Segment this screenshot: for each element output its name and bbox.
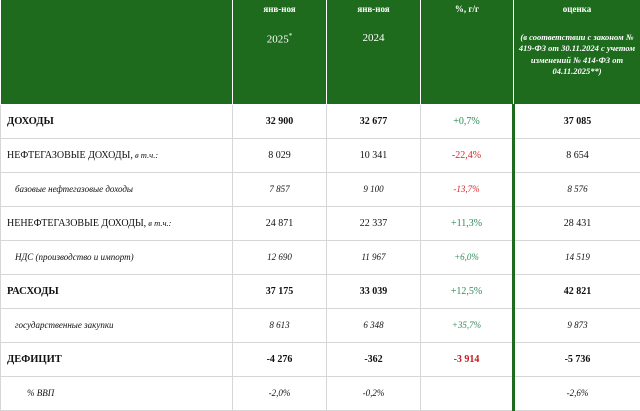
value-yoy: +12,5% xyxy=(421,274,514,308)
value-estimate: 28 431 xyxy=(514,206,640,240)
row-label: НЕНЕФТЕГАЗОВЫЕ ДОХОДЫ, xyxy=(7,218,146,229)
row-label-qualifier: в т.ч.: xyxy=(133,150,158,160)
row-label: базовые нефтегазовые доходы xyxy=(1,172,233,206)
value-estimate: 14 519 xyxy=(514,240,640,274)
value-2025: -2,0% xyxy=(233,376,327,410)
value-2024: 10 341 xyxy=(327,138,421,172)
row-label: ДЕФИЦИТ xyxy=(1,342,233,376)
value-yoy: +11,3% xyxy=(421,206,514,240)
value-yoy xyxy=(421,376,514,410)
value-yoy: +6,0% xyxy=(421,240,514,274)
table-row: % ВВП -2,0% -0,2% -2,6% xyxy=(1,376,640,410)
value-2025: 8 613 xyxy=(233,308,327,342)
row-label-cell: НЕФТЕГАЗОВЫЕ ДОХОДЫ, в т.ч.: xyxy=(1,138,233,172)
table-row: ДОХОДЫ 32 900 32 677 +0,7% 37 085 xyxy=(1,104,640,138)
row-label-qualifier: в т.ч.: xyxy=(146,218,171,228)
value-estimate: -2,6% xyxy=(514,376,640,410)
header-estimate-note: (в соответствии с законом № 419-ФЗ от 30… xyxy=(514,32,640,78)
header-yoy-label: %, г/г xyxy=(421,0,513,14)
table-row: РАСХОДЫ 37 175 33 039 +12,5% 42 821 xyxy=(1,274,640,308)
table-row: НЕНЕФТЕГАЗОВЫЕ ДОХОДЫ, в т.ч.: 24 871 22… xyxy=(1,206,640,240)
header-2025-footnote-mark: * xyxy=(289,32,293,40)
header-estimate-label: оценка xyxy=(514,0,640,14)
header-2024-period: янв-ноя xyxy=(327,0,420,14)
header-empty-cell xyxy=(1,0,233,104)
value-estimate: 9 873 xyxy=(514,308,640,342)
value-2025: 12 690 xyxy=(233,240,327,274)
table-row: НЕФТЕГАЗОВЫЕ ДОХОДЫ, в т.ч.: 8 029 10 34… xyxy=(1,138,640,172)
value-estimate: 8 654 xyxy=(514,138,640,172)
row-label: РАСХОДЫ xyxy=(1,274,233,308)
table-row: ДЕФИЦИТ -4 276 -362 -3 914 -5 736 xyxy=(1,342,640,376)
value-2024: 22 337 xyxy=(327,206,421,240)
header-yoy: %, г/г xyxy=(421,0,514,104)
row-label: ДОХОДЫ xyxy=(1,104,233,138)
value-2024: 33 039 xyxy=(327,274,421,308)
value-yoy: +0,7% xyxy=(421,104,514,138)
value-yoy: +35,7% xyxy=(421,308,514,342)
header-2025-period: янв-ноя xyxy=(233,0,326,14)
table-row: государственные закупки 8 613 6 348 +35,… xyxy=(1,308,640,342)
value-2024: 11 967 xyxy=(327,240,421,274)
header-2025: янв-ноя 2025* xyxy=(233,0,327,104)
value-2025: 7 857 xyxy=(233,172,327,206)
value-2024: -0,2% xyxy=(327,376,421,410)
header-row: янв-ноя 2025* янв-ноя 2024 %, г/г оценка… xyxy=(1,0,640,104)
row-label-cell: НЕНЕФТЕГАЗОВЫЕ ДОХОДЫ, в т.ч.: xyxy=(1,206,233,240)
header-2025-year: 2025 xyxy=(267,34,289,46)
value-yoy: -3 914 xyxy=(421,342,514,376)
row-label: % ВВП xyxy=(1,376,233,410)
value-2025: 24 871 xyxy=(233,206,327,240)
value-2025: 32 900 xyxy=(233,104,327,138)
value-yoy: -13,7% xyxy=(421,172,514,206)
value-estimate: -5 736 xyxy=(514,342,640,376)
value-2024: 9 100 xyxy=(327,172,421,206)
value-2024: 6 348 xyxy=(327,308,421,342)
table-row: НДС (производство и импорт) 12 690 11 96… xyxy=(1,240,640,274)
header-estimate: оценка (в соответствии с законом № 419-Ф… xyxy=(514,0,640,104)
value-2025: 8 029 xyxy=(233,138,327,172)
header-2025-year-wrap: 2025* xyxy=(233,32,326,46)
row-label: НЕФТЕГАЗОВЫЕ ДОХОДЫ, xyxy=(7,150,133,161)
value-2025: -4 276 xyxy=(233,342,327,376)
row-label: государственные закупки xyxy=(1,308,233,342)
header-2024-year: 2024 xyxy=(327,32,420,44)
table-row: базовые нефтегазовые доходы 7 857 9 100 … xyxy=(1,172,640,206)
value-estimate: 37 085 xyxy=(514,104,640,138)
value-2024: 32 677 xyxy=(327,104,421,138)
value-estimate: 8 576 xyxy=(514,172,640,206)
value-estimate: 42 821 xyxy=(514,274,640,308)
value-2024: -362 xyxy=(327,342,421,376)
row-label: НДС (производство и импорт) xyxy=(1,240,233,274)
value-yoy: -22,4% xyxy=(421,138,514,172)
value-2025: 37 175 xyxy=(233,274,327,308)
header-2024: янв-ноя 2024 xyxy=(327,0,421,104)
